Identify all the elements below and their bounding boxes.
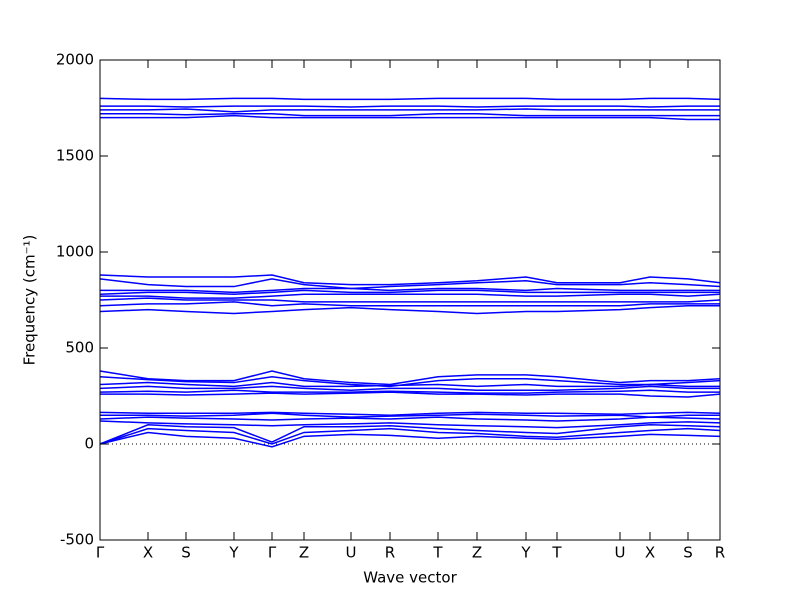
band-line (99, 289, 720, 295)
band-line (99, 389, 720, 394)
y-tick-label: -500 (60, 531, 94, 549)
x-tick-label: Y (520, 544, 531, 562)
x-tick-label: X (645, 544, 655, 562)
band-line (99, 416, 721, 422)
band-line (99, 427, 721, 445)
band-line (100, 114, 720, 121)
x-tick-label: Γ (268, 544, 277, 562)
x-tick-label: Y (228, 544, 239, 562)
x-tick-label: Z (299, 544, 309, 562)
x-tick-label: X (143, 544, 153, 562)
band-line (99, 278, 721, 290)
band-line (99, 301, 720, 307)
y-tick-label: 0 (84, 435, 94, 453)
y-tick-label: 1000 (56, 243, 94, 261)
x-tick-label: S (683, 544, 693, 562)
band-line (99, 424, 721, 445)
band-line (100, 108, 720, 113)
x-tick-label: S (181, 544, 191, 562)
x-tick-label: T (432, 544, 443, 562)
band-line (100, 105, 720, 108)
band-line (100, 287, 720, 294)
band-line (100, 113, 720, 117)
band-line (99, 385, 720, 391)
band-line (99, 274, 721, 286)
band-line (100, 391, 721, 398)
band-line (100, 293, 721, 299)
y-tick-label: 500 (65, 339, 94, 357)
y-axis-label: Frequency (cm⁻¹) (21, 235, 39, 366)
band-line (99, 420, 721, 429)
band-line (99, 411, 721, 416)
x-tick-label: U (346, 544, 357, 562)
band-line (100, 412, 720, 418)
band-line (99, 305, 720, 315)
x-tick-label: R (385, 544, 395, 562)
band-line (99, 97, 721, 101)
plot-frame (99, 59, 721, 541)
x-tick-label: R (715, 544, 725, 562)
band-line (99, 431, 721, 448)
x-tick-label: Γ (96, 544, 105, 562)
band-line (99, 381, 720, 388)
band-line (99, 376, 721, 388)
band-line (99, 370, 721, 386)
x-axis-label: Wave vector (363, 569, 457, 587)
x-tick-label: Z (472, 544, 482, 562)
band-line (99, 297, 721, 303)
x-tick-label: T (551, 544, 562, 562)
y-tick-label: 2000 (56, 51, 94, 69)
x-tick-label: U (615, 544, 626, 562)
y-tick-label: 1500 (56, 147, 94, 165)
